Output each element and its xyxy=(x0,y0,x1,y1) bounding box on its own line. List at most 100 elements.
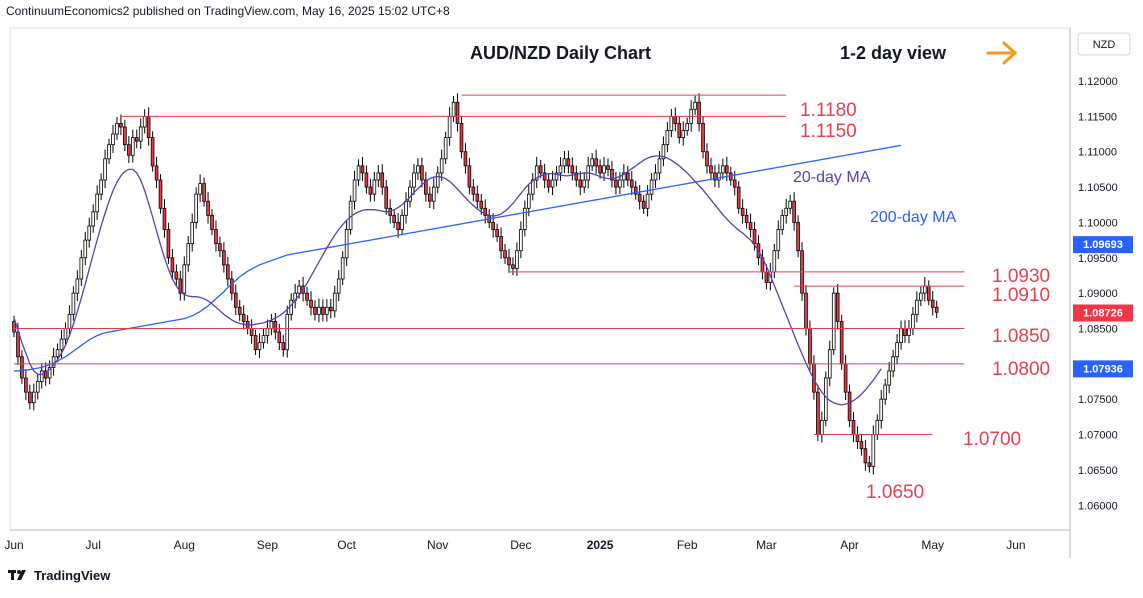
candle-body xyxy=(356,165,361,181)
candle-body xyxy=(582,179,587,188)
candle-body xyxy=(578,179,583,188)
tradingview-logo-icon xyxy=(8,570,26,580)
candle-body xyxy=(629,179,634,188)
candle-body xyxy=(883,384,887,400)
candle-body xyxy=(685,123,689,131)
candle-body xyxy=(776,229,781,252)
candle-body xyxy=(408,186,412,202)
candle-body xyxy=(392,214,396,223)
candle-body xyxy=(499,236,503,252)
candle-body xyxy=(463,151,468,167)
y-tick-label: 1.11000 xyxy=(1078,147,1117,159)
candle-body xyxy=(614,179,618,188)
candle-body xyxy=(47,366,52,379)
candle-body xyxy=(657,158,662,174)
candle-body xyxy=(127,144,131,156)
level-label: 1.0910 xyxy=(992,285,1050,306)
candle-body xyxy=(816,391,820,435)
candle-body xyxy=(79,257,84,280)
candle-body xyxy=(178,278,183,294)
candle-body xyxy=(328,306,333,312)
candle-body xyxy=(574,172,579,181)
candle-body xyxy=(214,229,218,245)
candle-body xyxy=(780,214,785,230)
ma20-label: 20-day MA xyxy=(793,169,871,186)
candle-body xyxy=(824,377,828,421)
plot-frame xyxy=(9,27,1071,531)
y-tick-label: 1.06500 xyxy=(1078,465,1118,477)
candle-body xyxy=(150,137,155,167)
candle-body xyxy=(752,229,757,245)
candle-body xyxy=(134,137,139,142)
y-tick-label: 1.08500 xyxy=(1078,323,1118,335)
candle-body xyxy=(732,179,737,188)
candle-body xyxy=(119,123,123,128)
candle-body xyxy=(503,250,507,259)
currency-label: NZD xyxy=(1093,39,1116,51)
candle-body xyxy=(443,137,448,160)
candle-body xyxy=(665,130,670,146)
x-tick-label: Jun xyxy=(4,538,23,552)
candle-body xyxy=(930,299,935,308)
candle-body xyxy=(190,222,195,245)
price-badge-label: 1.08726 xyxy=(1083,308,1123,320)
footer[interactable]: TradingView xyxy=(8,565,110,585)
candle-body xyxy=(186,243,191,266)
candle-body xyxy=(439,158,444,174)
candle-body xyxy=(705,151,709,167)
x-tick-label: Apr xyxy=(840,538,859,552)
candle-body xyxy=(673,115,678,124)
candle-body xyxy=(103,158,107,181)
candle-body xyxy=(570,165,575,174)
candle-body xyxy=(218,243,222,252)
candle-body xyxy=(24,377,28,393)
x-tick-label: Sep xyxy=(257,538,279,552)
price-badge-label: 1.07936 xyxy=(1083,363,1123,375)
candle-body xyxy=(380,172,385,188)
chart-subtitle: 1-2 day view xyxy=(840,43,947,63)
footer-brand: TradingView xyxy=(34,567,111,583)
attribution-header: ContinuumEconomics2 published on Trading… xyxy=(6,4,450,18)
candle-body xyxy=(396,222,400,230)
candle-body xyxy=(491,222,495,230)
candle-body xyxy=(649,179,654,195)
candle-body xyxy=(95,193,99,213)
candle-body xyxy=(784,207,788,216)
candle-body xyxy=(475,193,480,202)
candle-body xyxy=(336,278,341,294)
candle-body xyxy=(285,313,290,351)
candle-body xyxy=(471,186,476,195)
candle-body xyxy=(198,183,202,195)
candle-body xyxy=(59,338,64,351)
y-tick-label: 1.06000 xyxy=(1078,500,1118,512)
candle-body xyxy=(146,115,151,138)
candle-body xyxy=(166,229,171,259)
candle-body xyxy=(792,200,796,223)
candle-body xyxy=(843,363,848,393)
candle-body xyxy=(926,285,931,301)
candle-body xyxy=(610,169,614,181)
candle-body xyxy=(934,306,939,313)
candle-body xyxy=(447,115,452,138)
level-label: 1.1180 xyxy=(800,100,857,121)
candle-body xyxy=(550,179,555,188)
candle-body xyxy=(253,335,258,351)
candle-body xyxy=(273,321,278,333)
candle-body xyxy=(903,328,907,336)
candle-body xyxy=(416,165,420,174)
candle-body xyxy=(174,271,179,280)
price-badge xyxy=(1073,360,1133,378)
candle-body xyxy=(39,370,44,382)
candle-body xyxy=(313,306,317,315)
candle-body xyxy=(645,193,650,209)
candle-body xyxy=(911,313,915,329)
candle-body xyxy=(725,165,729,174)
candle-body xyxy=(123,126,127,146)
candle-body xyxy=(598,165,602,174)
candle-body xyxy=(835,292,840,322)
y-tick-label: 1.11500 xyxy=(1078,111,1117,123)
candle-body xyxy=(594,158,598,167)
candle-body xyxy=(20,356,24,379)
candle-body xyxy=(915,299,919,315)
candle-body xyxy=(519,229,523,252)
